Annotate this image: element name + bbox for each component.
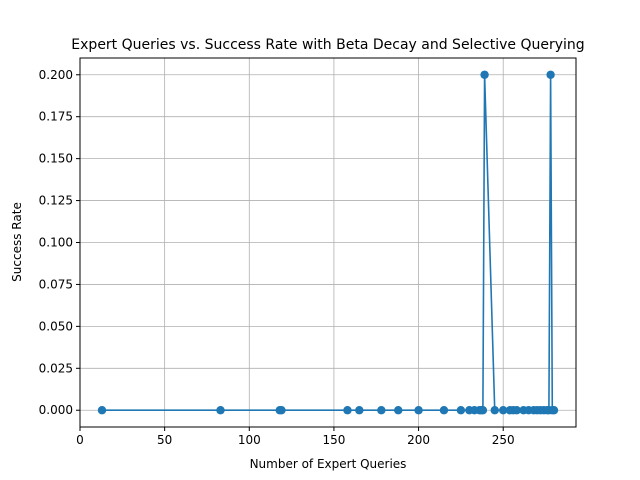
x-tick-label: 200: [407, 433, 430, 447]
x-tick-label: 0: [76, 433, 84, 447]
data-point: [355, 406, 364, 415]
data-point: [97, 406, 107, 415]
data-point: [414, 406, 423, 415]
x-tick-label: 250: [492, 433, 515, 447]
ticks: 0 50 100 150 200 250 0.000 0.025 0.050 0.075 0.100…: [39, 68, 515, 447]
data-point: [343, 406, 352, 415]
data-point: [377, 406, 386, 415]
y-tick-label: 0.050: [39, 319, 73, 333]
data-point: [549, 406, 559, 415]
x-tick-label: 100: [238, 433, 261, 447]
data-point: [478, 406, 488, 415]
y-tick-label: 0.075: [39, 277, 73, 291]
series-layer: [97, 70, 559, 415]
data-point: [499, 406, 508, 415]
y-tick-label: 0.175: [39, 110, 73, 124]
data-point: [512, 406, 521, 415]
y-tick-label: 0.200: [39, 68, 73, 82]
y-tick-label: 0.025: [39, 361, 73, 375]
y-axis-label: Success Rate: [10, 202, 24, 282]
data-point: [394, 406, 403, 415]
data-point: [439, 406, 449, 415]
x-tick-label: 150: [322, 433, 345, 447]
x-tick-label: 50: [157, 433, 172, 447]
data-point: [216, 406, 225, 415]
data-point: [546, 70, 555, 79]
data-point: [480, 70, 489, 79]
grid-lines: [79, 58, 576, 427]
y-tick-label: 0.000: [39, 403, 73, 417]
y-tick-label: 0.150: [39, 152, 73, 166]
x-axis-label: Number of Expert Queries: [250, 457, 407, 471]
data-point: [277, 406, 286, 415]
data-point: [490, 406, 499, 415]
y-tick-label: 0.125: [39, 194, 73, 208]
y-tick-label: 0.100: [39, 236, 73, 250]
chart-title: Expert Queries vs. Success Rate with Bet…: [71, 37, 584, 53]
data-point: [456, 406, 466, 415]
